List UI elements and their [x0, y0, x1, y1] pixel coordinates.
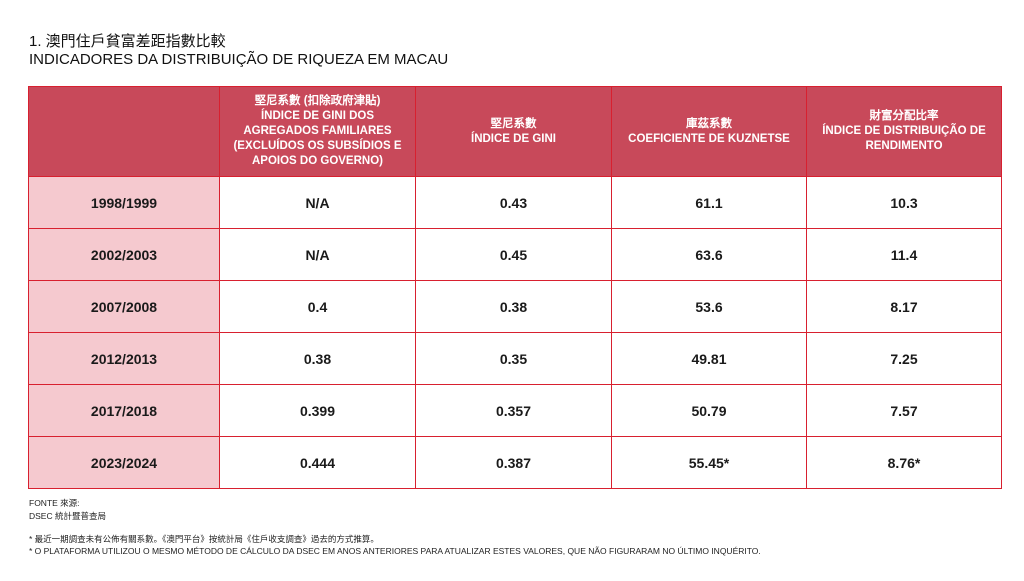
cell-gini-excl-subsidies: N/A: [219, 228, 416, 281]
table-row: 2002/2003 N/A 0.45 63.6 11.4: [28, 228, 1002, 281]
row-period-label: 1998/1999: [28, 176, 220, 229]
row-period-label: 2012/2013: [28, 332, 220, 385]
source-label: FONTE 來源:: [29, 498, 80, 508]
row-period-label: 2023/2024: [28, 436, 220, 489]
table-row: 2007/2008 0.4 0.38 53.6 8.17: [28, 280, 1002, 333]
cell-gini-excl-subsidies: 0.38: [219, 332, 416, 385]
page-title: 1. 澳門住戶貧富差距指數比較: [29, 33, 226, 50]
cell-kuznets: 63.6: [611, 228, 807, 281]
cell-gini: 0.45: [415, 228, 612, 281]
cell-kuznets: 61.1: [611, 176, 807, 229]
column-header: 財富分配比率 ÍNDICE DE DISTRIBUIÇÃO DE RENDIME…: [806, 86, 1002, 177]
table-header-row: 堅尼系數 (扣除政府津貼) ÍNDICE DE GINI DOS AGREGAD…: [28, 86, 1002, 177]
cell-kuznets: 53.6: [611, 280, 807, 333]
cell-gini-excl-subsidies: N/A: [219, 176, 416, 229]
row-period-label: 2007/2008: [28, 280, 220, 333]
footnote-zh: * 最近一期調查未有公佈有關系數。《澳門平台》按統計局《住戶收支調查》過去的方式…: [29, 534, 379, 544]
cell-gini: 0.387: [415, 436, 612, 489]
cell-gini: 0.43: [415, 176, 612, 229]
column-header: 堅尼系數 ÍNDICE DE GINI: [415, 86, 612, 177]
table-row: 2012/2013 0.38 0.35 49.81 7.25: [28, 332, 1002, 385]
row-period-label: 2017/2018: [28, 384, 220, 437]
table-row: 1998/1999 N/A 0.43 61.1 10.3: [28, 176, 1002, 229]
cell-gini: 0.38: [415, 280, 612, 333]
table-row: 2017/2018 0.399 0.357 50.79 7.57: [28, 384, 1002, 437]
distribution-table: 堅尼系數 (扣除政府津貼) ÍNDICE DE GINI DOS AGREGAD…: [28, 86, 1002, 489]
cell-distribution-ratio: 10.3: [806, 176, 1002, 229]
column-header-zh: 堅尼系數 (扣除政府津貼): [254, 95, 381, 107]
cell-kuznets: 49.81: [611, 332, 807, 385]
table-row: 2023/2024 0.444 0.387 55.45* 8.76*: [28, 436, 1002, 489]
cell-gini: 0.35: [415, 332, 612, 385]
cell-gini-excl-subsidies: 0.399: [219, 384, 416, 437]
cell-distribution-ratio: 7.25: [806, 332, 1002, 385]
cell-kuznets: 50.79: [611, 384, 807, 437]
row-period-label: 2002/2003: [28, 228, 220, 281]
cell-gini-excl-subsidies: 0.4: [219, 280, 416, 333]
table-corner-cell: [28, 86, 220, 177]
column-header-zh: 庫茲系數: [686, 117, 732, 130]
column-header-zh: 堅尼系數: [490, 117, 537, 130]
source-name: DSEC 統計暨普查局: [29, 511, 106, 521]
cell-distribution-ratio: 8.76*: [806, 436, 1002, 489]
cell-distribution-ratio: 7.57: [806, 384, 1002, 437]
column-header: 庫茲系數 COEFICIENTE DE KUZNETSE: [611, 86, 807, 177]
cell-distribution-ratio: 8.17: [806, 280, 1002, 333]
cell-kuznets: 55.45*: [611, 436, 807, 489]
title-block: 1. 澳門住戶貧富差距指數比較 INDICADORES DA DISTRIBUI…: [29, 33, 448, 69]
cell-distribution-ratio: 11.4: [806, 228, 1002, 281]
column-header-zh: 財富分配比率: [869, 110, 939, 122]
column-header-pt: ÍNDICE DE GINI DOS AGREGADOS FAMILIARES …: [233, 110, 402, 167]
column-header-pt: COEFICIENTE DE KUZNETSE: [628, 132, 790, 145]
column-header-pt: ÍNDICE DE DISTRIBUIÇÃO DE RENDIMENTO: [822, 125, 986, 152]
footnote-pt: * O PLATAFORMA UTILIZOU O MESMO MÉTODO D…: [29, 546, 761, 556]
cell-gini: 0.357: [415, 384, 612, 437]
page-subtitle: INDICADORES DA DISTRIBUIÇÃO DE RIQUEZA E…: [29, 51, 449, 68]
column-header-pt: ÍNDICE DE GINI: [471, 132, 556, 145]
column-header: 堅尼系數 (扣除政府津貼) ÍNDICE DE GINI DOS AGREGAD…: [219, 86, 416, 177]
cell-gini-excl-subsidies: 0.444: [219, 436, 416, 489]
